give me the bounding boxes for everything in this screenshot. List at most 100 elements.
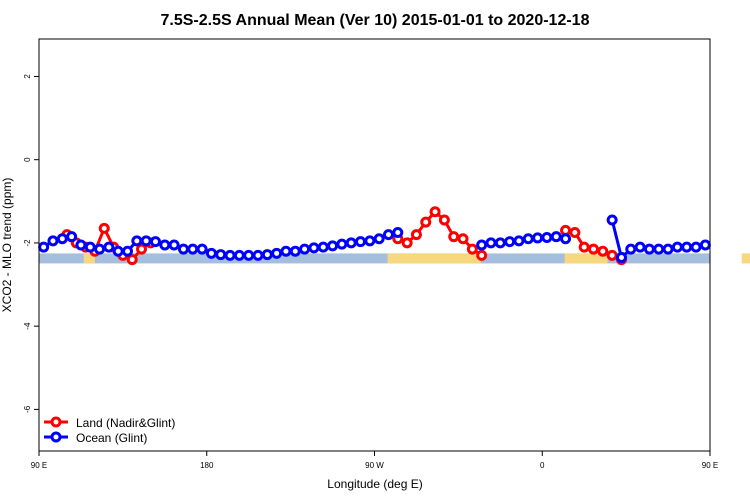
data-point	[131, 235, 143, 247]
data-point	[401, 237, 413, 249]
data-point	[112, 245, 124, 257]
data-point	[187, 243, 199, 255]
land-mask	[83, 253, 95, 264]
data-point	[299, 243, 311, 255]
data-point	[476, 239, 488, 251]
data-point	[522, 233, 534, 245]
x-axis-label: Longitude (deg E)	[327, 477, 422, 491]
legend-ocean-label: Ocean (Glint)	[76, 431, 147, 445]
legend-ocean-marker	[50, 431, 62, 443]
data-point	[410, 229, 422, 241]
data-point	[494, 237, 506, 249]
data-point	[560, 233, 572, 245]
data-point	[224, 249, 236, 261]
data-point	[429, 206, 441, 218]
y-axis-label: XCO2 - MLO trend (ppm)	[0, 178, 14, 313]
data-point	[541, 232, 553, 244]
series-line	[610, 219, 623, 258]
data-point	[47, 235, 59, 247]
data-point	[84, 241, 96, 253]
y-tick-label: -6	[23, 405, 32, 413]
data-point	[550, 231, 562, 243]
data-point	[373, 233, 385, 245]
data-point	[643, 243, 655, 255]
data-point	[653, 243, 665, 255]
x-tick-label: 90 W	[365, 461, 384, 470]
legend: Land (Nadir&Glint) Ocean (Glint)	[44, 416, 175, 445]
data-point	[466, 243, 478, 255]
y-tick-label: 2	[23, 74, 32, 79]
legend-land-label: Land (Nadir&Glint)	[76, 416, 175, 430]
data-point	[699, 239, 711, 251]
data-point	[392, 227, 404, 239]
data-point	[345, 237, 357, 249]
x-tick-label: 90 E	[31, 461, 47, 470]
data-point	[317, 241, 329, 253]
data-point	[588, 243, 600, 255]
data-point	[615, 251, 627, 263]
data-point	[271, 247, 283, 259]
data-point	[196, 243, 208, 255]
data-point	[671, 241, 683, 253]
data-point	[205, 247, 217, 259]
data-point	[457, 233, 469, 245]
x-tick-label: 180	[200, 461, 214, 470]
data-point	[382, 229, 394, 241]
data-point	[308, 242, 320, 254]
y-tick-label: -2	[23, 239, 32, 247]
chart-title: 7.5S-2.5S Annual Mean (Ver 10) 2015-01-0…	[161, 12, 590, 29]
data-point	[448, 231, 460, 243]
data-point	[126, 254, 138, 266]
data-point	[289, 245, 301, 257]
data-point	[438, 214, 450, 226]
data-point	[578, 241, 590, 253]
ocean-mask	[39, 253, 710, 264]
x-tick-label: 90 E	[702, 461, 718, 470]
land-mask	[387, 253, 481, 264]
x-axis: 90 E 180 90 W 0 90 E	[31, 451, 718, 470]
data-point	[98, 222, 110, 234]
data-point	[532, 232, 544, 244]
data-point	[261, 249, 273, 261]
data-point	[662, 243, 674, 255]
plot-area	[38, 206, 750, 266]
data-point	[243, 249, 255, 261]
data-point	[625, 243, 637, 255]
data-point	[215, 249, 227, 261]
data-point	[38, 241, 50, 253]
land-mask	[564, 253, 608, 264]
data-point	[681, 241, 693, 253]
legend-land-marker	[50, 416, 62, 428]
x-tick-label: 0	[540, 461, 545, 470]
data-point	[634, 241, 646, 253]
data-point	[336, 238, 348, 250]
data-point	[690, 241, 702, 253]
data-point	[485, 237, 497, 249]
y-axis: 2 0 -2 -4 -6	[23, 74, 39, 413]
series-line	[397, 209, 483, 257]
data-point	[233, 249, 245, 261]
data-point	[569, 227, 581, 239]
data-point	[364, 235, 376, 247]
data-point	[355, 236, 367, 248]
data-point	[149, 236, 161, 248]
data-point	[122, 245, 134, 257]
data-point	[66, 231, 78, 243]
data-point	[597, 245, 609, 257]
y-tick-label: -4	[23, 322, 32, 330]
data-point	[606, 214, 618, 226]
data-point	[75, 239, 87, 251]
data-point	[606, 249, 618, 261]
data-point	[168, 239, 180, 251]
data-point	[177, 243, 189, 255]
data-point	[140, 235, 152, 247]
data-point	[136, 243, 148, 255]
data-point	[327, 240, 339, 252]
data-point	[476, 249, 488, 261]
data-point	[103, 241, 115, 253]
data-point	[513, 235, 525, 247]
land-mask	[741, 253, 750, 264]
y-tick-label: 0	[23, 157, 32, 162]
data-point	[252, 249, 264, 261]
data-point	[420, 216, 432, 228]
